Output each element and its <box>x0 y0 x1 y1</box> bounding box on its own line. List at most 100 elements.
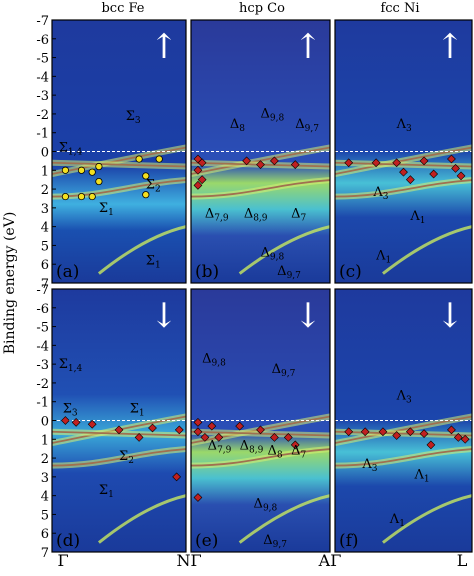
data-point <box>447 425 456 435</box>
symmetry-label: Λ3 <box>396 388 412 405</box>
data-point <box>61 166 70 174</box>
data-point <box>193 417 203 427</box>
symmetry-label: Λ1 <box>413 467 429 484</box>
spin-arrow-down: ↓ <box>436 296 465 336</box>
symmetry-label: Σ1,4 <box>59 357 83 374</box>
data-point <box>114 425 124 435</box>
data-point <box>399 167 408 177</box>
data-point <box>148 423 157 433</box>
data-point <box>460 434 470 444</box>
panel-label-a: (a) <box>56 262 79 282</box>
data-point <box>193 493 203 502</box>
panel-label-e: (e) <box>195 531 218 551</box>
band-deep <box>97 494 187 544</box>
band-deep <box>238 225 331 275</box>
panel-label-d: (d) <box>56 531 80 551</box>
symmetry-label: Δ9,8 <box>254 496 278 513</box>
data-point <box>242 156 251 166</box>
y-tick-label: 0 <box>41 415 49 430</box>
data-point <box>88 192 96 201</box>
data-point <box>77 166 86 174</box>
band-deep <box>97 225 187 275</box>
band-deep <box>238 494 331 544</box>
band-line <box>190 448 331 467</box>
x-tick-n-gamma: NΓ <box>176 551 201 570</box>
data-point <box>172 472 182 482</box>
data-point <box>193 427 203 437</box>
symmetry-label: Δ8,9 <box>244 206 268 223</box>
data-point <box>453 433 463 442</box>
data-point <box>87 419 97 429</box>
panel-label-f: (f) <box>339 531 359 551</box>
data-point <box>419 156 429 166</box>
data-point <box>71 417 81 427</box>
band-deep <box>382 494 473 544</box>
symmetry-label: Σ1 <box>146 254 161 271</box>
symmetry-label: Λ1 <box>409 209 425 226</box>
data-point <box>451 164 460 173</box>
data-point <box>344 427 354 437</box>
y-tick-label: 2 <box>41 452 49 467</box>
y-tick-label: -5 <box>36 52 49 67</box>
data-point <box>344 158 354 168</box>
symmetry-label: Δ9,7 <box>263 533 287 550</box>
column-title-fe: bcc Fe <box>101 1 144 16</box>
symmetry-label: Σ1 <box>130 402 145 419</box>
data-point <box>447 154 456 164</box>
symmetry-label: Λ3 <box>361 457 377 474</box>
data-point <box>283 433 293 442</box>
data-point <box>426 440 436 450</box>
data-point <box>378 427 388 437</box>
y-tick-label: -3 <box>36 89 49 104</box>
data-point <box>429 169 439 179</box>
data-point <box>270 156 279 166</box>
data-point <box>61 416 70 425</box>
y-tick-label: 3 <box>41 471 49 486</box>
symmetry-label: Δ9,7 <box>277 264 301 281</box>
data-point <box>256 160 265 170</box>
band-line <box>190 179 331 198</box>
data-point <box>77 192 86 201</box>
panel-frame <box>190 19 331 284</box>
y-tick-label: 4 <box>41 221 49 236</box>
y-tick-label: -7 <box>36 283 49 298</box>
data-point <box>392 431 402 440</box>
y-tick-label: -6 <box>36 302 49 317</box>
data-point <box>405 427 415 437</box>
x-tick-gamma: Γ <box>57 551 68 570</box>
panel-label-c: (c) <box>339 262 362 282</box>
panel-frame <box>334 288 473 553</box>
y-tick-label: -4 <box>36 70 49 85</box>
data-point <box>135 155 143 163</box>
symmetry-label: Δ7 <box>291 206 306 223</box>
data-point <box>200 433 210 442</box>
y-tick-labels-top: -7 -6 -5 -4 -3 -2 -1 0 1 2 3 4 5 6 7 <box>36 14 56 292</box>
y-tick-label: 4 <box>41 490 49 505</box>
symmetry-label: Δ7,9 <box>205 206 229 223</box>
y-tick-label: 7 <box>41 546 49 561</box>
data-point <box>371 158 381 168</box>
y-tick-label: -5 <box>36 321 49 336</box>
symmetry-label: Σ3 <box>126 109 141 126</box>
symmetry-label: Σ1 <box>99 201 114 218</box>
data-point <box>456 171 466 181</box>
data-point <box>290 440 300 450</box>
y-tick-label: -2 <box>36 377 49 392</box>
data-point <box>155 155 163 163</box>
data-point <box>88 168 96 176</box>
data-point <box>193 180 203 190</box>
data-point <box>392 158 402 168</box>
data-point <box>405 175 415 185</box>
spin-arrow-down: ↓ <box>294 296 323 336</box>
symmetry-label: Λ1 <box>389 512 405 529</box>
y-tick-label: -3 <box>36 358 49 373</box>
band-line <box>334 179 473 198</box>
y-tick-label: 5 <box>41 508 49 523</box>
symmetry-label: Σ1 <box>99 483 114 500</box>
panel-c: ↑ Λ3 Λ3 Λ1 Λ1 (c) <box>334 19 473 284</box>
panel-f: ↓ Λ3 Λ3 Λ1 Λ1 (f) <box>334 288 473 553</box>
y-tick-label: 7 <box>41 277 49 292</box>
y-tick-label: -1 <box>36 127 49 142</box>
spin-arrow-down: ↓ <box>150 296 179 336</box>
